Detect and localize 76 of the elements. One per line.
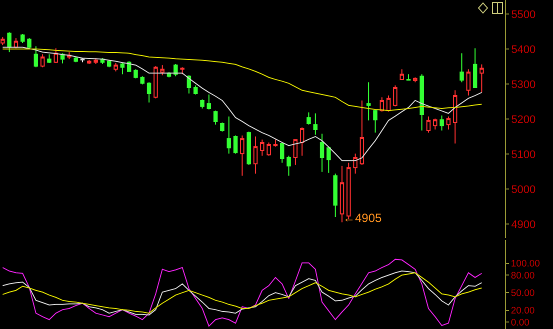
candlestick [233,134,238,154]
line-series [2,48,482,112]
candlestick [140,76,145,85]
y-tick-label: 5000 [511,184,536,196]
candlestick [333,173,338,218]
candlestick [293,139,298,166]
candlestick [393,84,398,107]
line-series [2,258,482,327]
candlestick [340,165,344,223]
candlestick [400,68,404,80]
y-tick-label: 50.00 [510,288,535,300]
candlestick [106,60,112,68]
candlestick [87,59,92,65]
candlestick [220,122,224,132]
candlestick [134,68,138,79]
candlestick [154,66,158,99]
candlestick [47,54,52,64]
candlestick [40,54,45,68]
candlestick [114,62,118,72]
candlestick [160,64,164,76]
candlestick [206,94,212,110]
annotation: ←4905 [343,211,382,225]
candlestick [180,66,184,75]
candlestick [452,90,458,144]
candlestick [366,82,371,121]
candlestick [300,126,304,156]
y-tick-label: 80.00 [510,270,535,282]
y-tick-label: 20.00 [510,306,535,317]
candlestick [200,98,204,109]
candlestick [34,46,38,68]
y-tick-label: 5100 [511,148,536,161]
candlestick [440,115,444,132]
candlestick [240,134,244,176]
candlestick [313,112,318,136]
candlestick [472,48,478,88]
candlestick [326,146,331,174]
candlestick [94,58,98,65]
candlestick [80,58,85,63]
candlestick [260,139,264,156]
candlestick [20,33,25,44]
candlestick [360,100,364,166]
candlestick [253,136,258,174]
y-tick-label: 0.00 [510,317,530,328]
candlestick [373,109,378,134]
line-series [2,46,482,162]
y-tick-label: 5200 [511,114,536,126]
candlestick [306,112,311,126]
candlestick [226,116,232,154]
candlestick [246,131,251,166]
candlestick [426,116,431,134]
candlestick [413,76,418,83]
candlestick [433,118,438,130]
candlestick [466,68,471,96]
candlestick [273,139,278,148]
candlestick [7,32,12,53]
candlestick [420,74,424,132]
candlestick [460,52,464,83]
y-tick-label: 4900 [511,218,536,231]
candlestick [353,153,358,174]
y-tick-label: 100.00 [510,258,540,270]
candlestick [27,38,32,50]
candlestick [446,116,451,130]
candlestick [213,110,218,126]
candlestick [120,62,125,75]
candlestick [286,155,291,176]
y-tick-label: 5500 [511,8,536,21]
candlestick [406,74,411,81]
candlestick [266,142,271,156]
candlestick [480,64,484,93]
candlestick [320,133,324,172]
candlestick [280,142,284,164]
candlestick [74,56,78,63]
candlestick [193,84,198,95]
candlestick [146,82,152,104]
y-tick-label: 5300 [511,78,536,91]
y-tick-label: 5400 [511,44,536,56]
